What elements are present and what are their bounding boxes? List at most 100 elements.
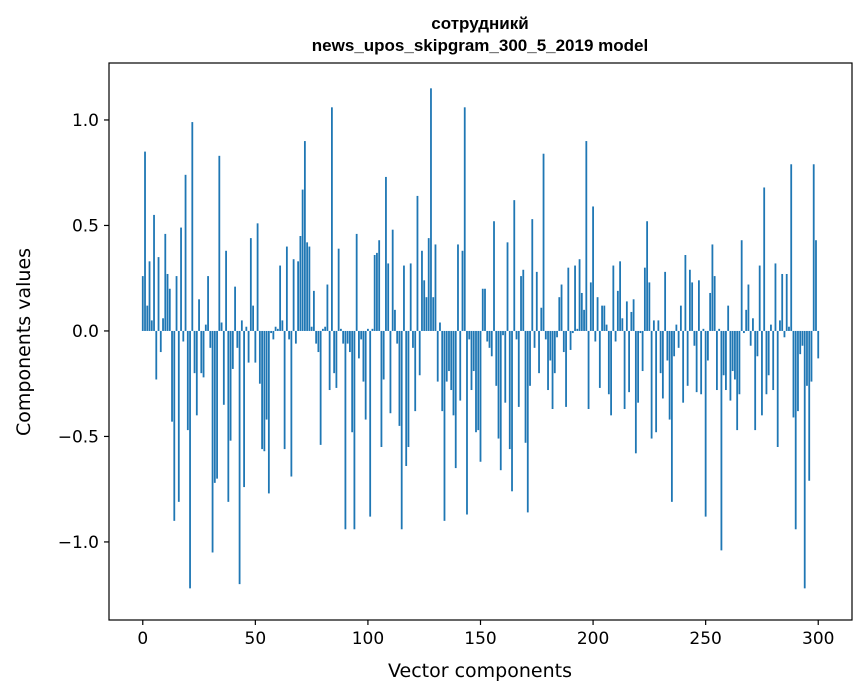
bar [461, 250, 464, 331]
bar [722, 330, 725, 376]
bar [788, 326, 790, 331]
bar [418, 330, 421, 376]
bar [267, 330, 270, 494]
bar [815, 240, 817, 331]
bar [502, 330, 504, 336]
bar [725, 330, 727, 391]
y-tick-label: −1.0 [58, 533, 99, 553]
bar [270, 330, 273, 334]
x-tick-label: 200 [577, 629, 609, 649]
bar [752, 318, 754, 331]
bar [308, 246, 311, 331]
bar [335, 330, 338, 388]
bar [243, 330, 245, 488]
bar [486, 330, 489, 342]
bar [529, 330, 531, 386]
bar [319, 330, 322, 445]
bar [551, 330, 554, 410]
bar [761, 330, 763, 416]
bar [340, 328, 342, 331]
bar [238, 330, 241, 585]
bar [711, 244, 714, 331]
bar [682, 330, 685, 403]
x-tick-label: 0 [137, 629, 148, 649]
bar [776, 330, 779, 447]
bar [434, 244, 437, 331]
bar [279, 265, 282, 331]
bar [592, 206, 594, 331]
bar [436, 330, 439, 382]
bar [490, 330, 493, 357]
bar [216, 330, 218, 479]
bar [772, 330, 775, 391]
bar [506, 242, 509, 331]
bar [459, 330, 462, 401]
bar [159, 330, 162, 353]
bar [803, 330, 806, 589]
bar [702, 328, 705, 331]
bar [256, 223, 259, 331]
bar [808, 330, 811, 481]
bar [504, 330, 507, 403]
bar [535, 271, 538, 331]
bar [542, 153, 545, 331]
bar [466, 330, 468, 515]
bar [664, 271, 667, 331]
bar [700, 330, 703, 395]
bar [321, 328, 324, 331]
bar [333, 330, 336, 374]
bar [718, 328, 721, 331]
bar [720, 330, 723, 551]
x-tick-label: 300 [802, 629, 834, 649]
bar [432, 297, 435, 331]
y-tick-label: 1.0 [72, 111, 99, 131]
bar [421, 250, 423, 331]
bar [385, 176, 387, 331]
bar [556, 330, 558, 338]
bar [538, 330, 540, 374]
bar [625, 301, 628, 331]
bar [450, 330, 453, 391]
bar [227, 330, 230, 502]
bar [747, 284, 750, 331]
bar [285, 246, 288, 331]
bar [594, 330, 597, 342]
bar [598, 330, 601, 388]
bar [673, 330, 676, 357]
bar [294, 330, 297, 344]
chart-subtitle: news_upos_skipgram_300_5_2019 model [312, 36, 648, 55]
bar [389, 330, 392, 414]
bar [427, 238, 430, 331]
bar [155, 330, 158, 380]
bar [288, 330, 291, 340]
bar [659, 330, 662, 374]
bar [416, 195, 419, 331]
bar [628, 330, 630, 393]
bar [258, 330, 261, 384]
bar [247, 330, 250, 363]
bar [274, 326, 277, 331]
bar [666, 330, 669, 361]
bar [565, 330, 567, 407]
bar [342, 330, 345, 344]
bar [141, 276, 144, 331]
bar [236, 330, 239, 348]
bar [398, 330, 401, 426]
bar [790, 164, 793, 331]
bar [637, 330, 640, 403]
bar [337, 248, 340, 331]
bar [520, 276, 522, 331]
bar [202, 330, 205, 378]
bar [472, 330, 475, 372]
bar [463, 107, 466, 331]
bar [409, 263, 412, 331]
bar [558, 297, 561, 331]
bar [585, 141, 588, 331]
bar [283, 330, 286, 450]
bar [317, 330, 320, 353]
bar [168, 288, 171, 331]
bar [677, 330, 680, 348]
bar [511, 330, 513, 492]
bar [448, 330, 450, 372]
bar [344, 330, 347, 530]
